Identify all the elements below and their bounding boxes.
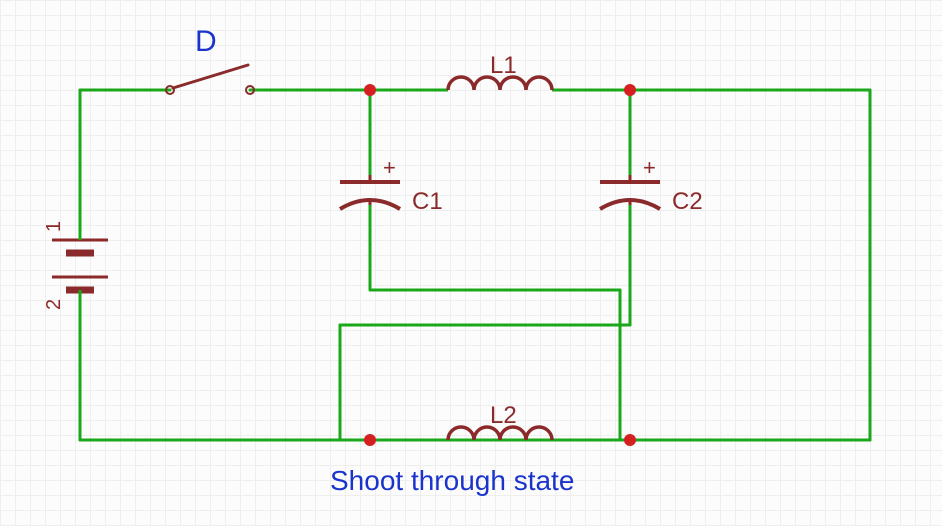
C1-label: C1 — [412, 188, 443, 216]
C2-label: C2 — [672, 188, 703, 216]
switch-label: D — [195, 25, 217, 59]
L2-label: L2 — [490, 402, 517, 430]
svg-text:1: 1 — [43, 221, 65, 232]
circuit-svg: 12 — [0, 0, 942, 526]
title: Shoot through state — [330, 465, 574, 497]
L1-label: L1 — [490, 52, 517, 80]
C2-plus: + — [643, 155, 656, 181]
svg-text:2: 2 — [43, 299, 65, 310]
circuit-canvas: 12 D L1 L2 C1 C2 + + Shoot through state — [0, 0, 942, 526]
C1-plus: + — [383, 155, 396, 181]
